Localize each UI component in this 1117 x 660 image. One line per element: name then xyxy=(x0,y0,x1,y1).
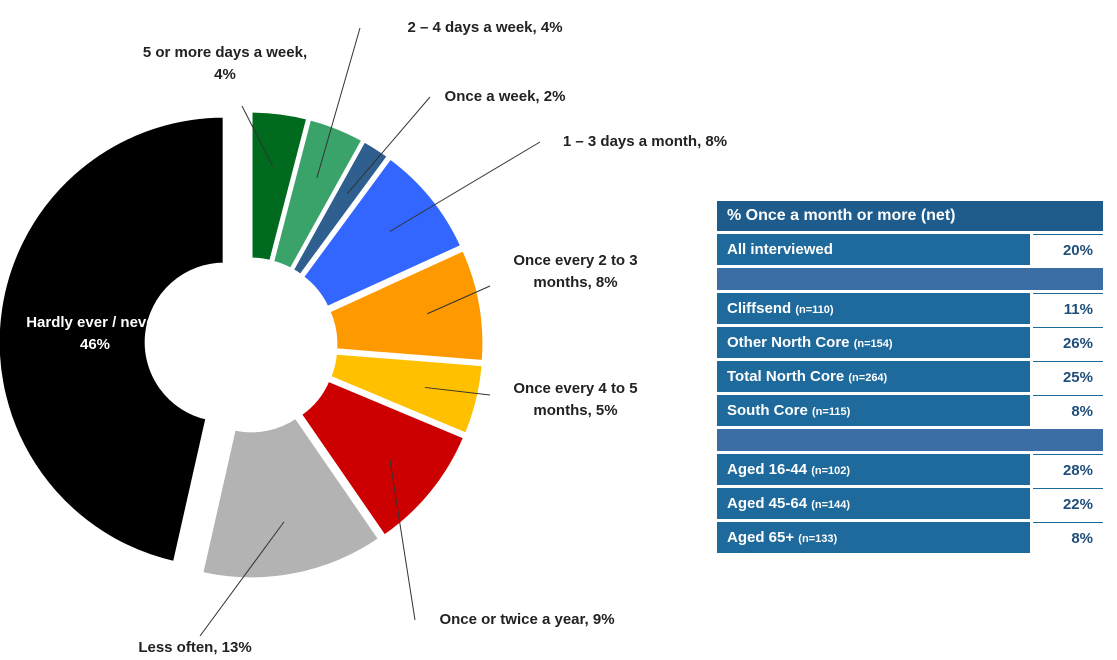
table-row: Aged 65+ (n=133) 8% xyxy=(717,522,1103,553)
leader-line xyxy=(389,141,541,232)
data-label: Once or twice a year, 9% xyxy=(439,611,615,628)
row-value: 8% xyxy=(1033,395,1103,426)
data-label: Once a week, 2% xyxy=(444,88,566,105)
row-value: 25% xyxy=(1033,361,1103,392)
row-label: Total North Core xyxy=(727,368,845,385)
separator-cell xyxy=(717,268,1103,290)
leader-line xyxy=(424,386,491,396)
leader-line xyxy=(199,521,285,637)
row-sample-size: (n=144) xyxy=(811,499,851,511)
row-value: 22% xyxy=(1033,488,1103,519)
row-label-cell: Aged 16-44 (n=102) xyxy=(717,454,1033,485)
row-label-cell: Cliffsend (n=110) xyxy=(717,293,1033,324)
row-sample-size: (n=102) xyxy=(811,465,851,477)
row-label: All interviewed xyxy=(727,241,833,258)
separator-row xyxy=(717,429,1103,451)
row-label-cell: Aged 45-64 (n=144) xyxy=(717,488,1033,519)
donut-slice xyxy=(270,116,365,272)
data-label: 5 or more days a week, 4% xyxy=(142,44,308,83)
data-label: Hardly ever / never, 46% xyxy=(26,314,164,353)
row-value: 11% xyxy=(1033,293,1103,324)
table-header: % Once a month or more (net) xyxy=(717,201,1103,231)
table-row: Total North Core (n=264) 25% xyxy=(717,361,1103,392)
leader-line xyxy=(241,105,274,167)
table-row: All interviewed 20% xyxy=(717,234,1103,265)
leader-line xyxy=(316,27,361,179)
row-sample-size: (n=154) xyxy=(853,338,893,350)
row-label: Cliffsend xyxy=(727,300,792,317)
row-label-cell: All interviewed xyxy=(717,234,1033,265)
row-sample-size: (n=133) xyxy=(798,533,838,545)
donut-slice xyxy=(327,351,485,437)
donut-slice xyxy=(298,378,467,539)
donut-slice xyxy=(249,109,310,264)
row-label: South Core xyxy=(727,402,808,419)
row-sample-size: (n=115) xyxy=(812,406,851,418)
row-label-cell: Other North Core (n=154) xyxy=(717,327,1033,358)
data-label: Once every 2 to 3 months, 8% xyxy=(513,252,638,291)
table-row: South Core (n=115) 8% xyxy=(717,395,1103,426)
row-label: Aged 45-64 xyxy=(727,495,808,512)
separator-row xyxy=(717,268,1103,290)
data-label: Once every 4 to 5 months, 5% xyxy=(513,380,638,419)
leader-line xyxy=(427,285,491,315)
row-sample-size: (n=110) xyxy=(795,304,834,316)
table-row: Aged 45-64 (n=144) 22% xyxy=(717,488,1103,519)
row-label: Aged 65+ xyxy=(727,529,795,546)
data-label: Less often, 13% xyxy=(138,639,252,656)
leader-line xyxy=(346,96,431,194)
table-row: Aged 16-44 (n=102) 28% xyxy=(717,454,1103,485)
summary-table: % Once a month or more (net) All intervi… xyxy=(717,198,1103,556)
row-label-cell: Aged 65+ (n=133) xyxy=(717,522,1033,553)
row-label: Aged 16-44 xyxy=(727,461,808,478)
donut-slice xyxy=(326,247,486,364)
table-row: Other North Core (n=154) 26% xyxy=(717,327,1103,358)
row-label-cell: Total North Core (n=264) xyxy=(717,361,1033,392)
row-value: 28% xyxy=(1033,454,1103,485)
row-label-cell: South Core (n=115) xyxy=(717,395,1033,426)
data-label: 2 – 4 days a week, 4% xyxy=(407,19,563,36)
table-title: % Once a month or more (net) xyxy=(717,201,1103,231)
row-sample-size: (n=264) xyxy=(848,372,888,384)
leader-line xyxy=(389,458,416,621)
donut-slice xyxy=(0,114,226,565)
row-value: 26% xyxy=(1033,327,1103,358)
data-label: 1 – 3 days a month, 8% xyxy=(562,133,728,150)
row-value: 8% xyxy=(1033,522,1103,553)
separator-cell xyxy=(717,429,1103,451)
row-label: Other North Core xyxy=(727,334,850,351)
row-value: 20% xyxy=(1033,234,1103,265)
donut-slice xyxy=(199,415,382,581)
donut-slice xyxy=(300,155,464,310)
table-row: Cliffsend (n=110) 11% xyxy=(717,293,1103,324)
